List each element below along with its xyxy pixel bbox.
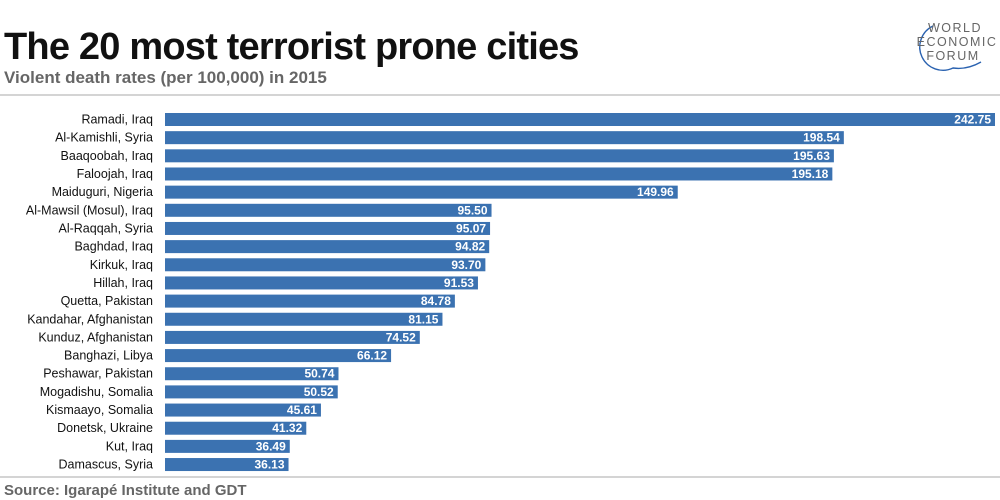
bar — [165, 330, 420, 344]
value-label: 41.32 — [272, 421, 302, 435]
value-label: 36.49 — [256, 439, 286, 453]
svg-text:FORUM: FORUM — [926, 49, 979, 63]
category-label: Faloojah, Iraq — [77, 167, 153, 181]
bar — [165, 240, 490, 254]
bar — [165, 385, 338, 399]
value-label: 94.82 — [455, 240, 485, 254]
value-label: 84.78 — [421, 294, 451, 308]
svg-text:ECONOMIC: ECONOMIC — [917, 35, 998, 49]
category-label: Al-Raqqah, Syria — [59, 221, 154, 235]
value-label: 74.52 — [386, 330, 416, 344]
value-label: 195.63 — [793, 149, 830, 163]
bar — [165, 349, 392, 363]
value-label: 91.53 — [444, 276, 474, 290]
bar — [165, 113, 995, 126]
category-label: Quetta, Pakistan — [61, 294, 153, 308]
category-label: Baaqoobah, Iraq — [61, 149, 153, 163]
bar — [165, 185, 678, 199]
category-label: Baghdad, Iraq — [74, 240, 153, 254]
bar — [165, 421, 307, 435]
wef-logo: WORLD ECONOMIC FORUM — [917, 21, 998, 71]
bar — [165, 131, 844, 145]
category-label: Al-Kamishli, Syria — [55, 131, 153, 145]
category-label: Maiduguri, Nigeria — [52, 185, 153, 199]
category-label: Kirkuk, Iraq — [90, 258, 153, 272]
source-note: Source: Igarapé Institute and GDT — [4, 482, 247, 499]
bar — [165, 367, 339, 381]
category-label: Kut, Iraq — [106, 439, 153, 453]
bar — [165, 312, 443, 326]
category-label: Ramadi, Iraq — [81, 113, 153, 127]
category-label: Kismaayo, Somalia — [46, 403, 153, 417]
category-label: Kandahar, Afghanistan — [27, 312, 153, 326]
category-label: Mogadishu, Somalia — [40, 385, 153, 399]
value-label: 45.61 — [287, 403, 317, 417]
value-label: 149.96 — [637, 185, 674, 199]
value-label: 81.15 — [408, 312, 438, 326]
value-label: 50.52 — [304, 385, 334, 399]
value-label: 50.74 — [304, 367, 334, 381]
bar — [165, 203, 492, 217]
value-label: 242.75 — [954, 113, 991, 127]
svg-text:WORLD: WORLD — [928, 21, 982, 35]
bar — [165, 167, 833, 181]
category-label: Damascus, Syria — [59, 458, 154, 472]
bar — [165, 294, 455, 308]
chart-title: The 20 most terrorist prone cities — [4, 26, 579, 68]
bar — [165, 403, 321, 417]
value-label: 95.50 — [457, 203, 487, 217]
category-label: Banghazi, Libya — [64, 349, 153, 363]
value-label: 36.13 — [255, 458, 285, 472]
category-label: Kunduz, Afghanistan — [38, 330, 153, 344]
value-label: 95.07 — [456, 221, 486, 235]
bar — [165, 439, 290, 453]
chart-subtitle: Violent death rates (per 100,000) in 201… — [4, 68, 327, 87]
category-label: Hillah, Iraq — [93, 276, 153, 290]
value-label: 195.18 — [792, 167, 829, 181]
logo-arc-icon — [919, 25, 982, 71]
value-label: 66.12 — [357, 349, 387, 363]
value-label: 93.70 — [451, 258, 481, 272]
category-label: Donetsk, Ukraine — [57, 421, 153, 435]
value-label: 198.54 — [803, 131, 840, 145]
bar — [165, 149, 834, 163]
bar — [165, 258, 486, 272]
bar — [165, 458, 289, 472]
bar — [165, 221, 491, 235]
category-label: Al-Mawsil (Mosul), Iraq — [26, 203, 153, 217]
category-label: Peshawar, Pakistan — [43, 367, 153, 381]
bar — [165, 276, 478, 290]
